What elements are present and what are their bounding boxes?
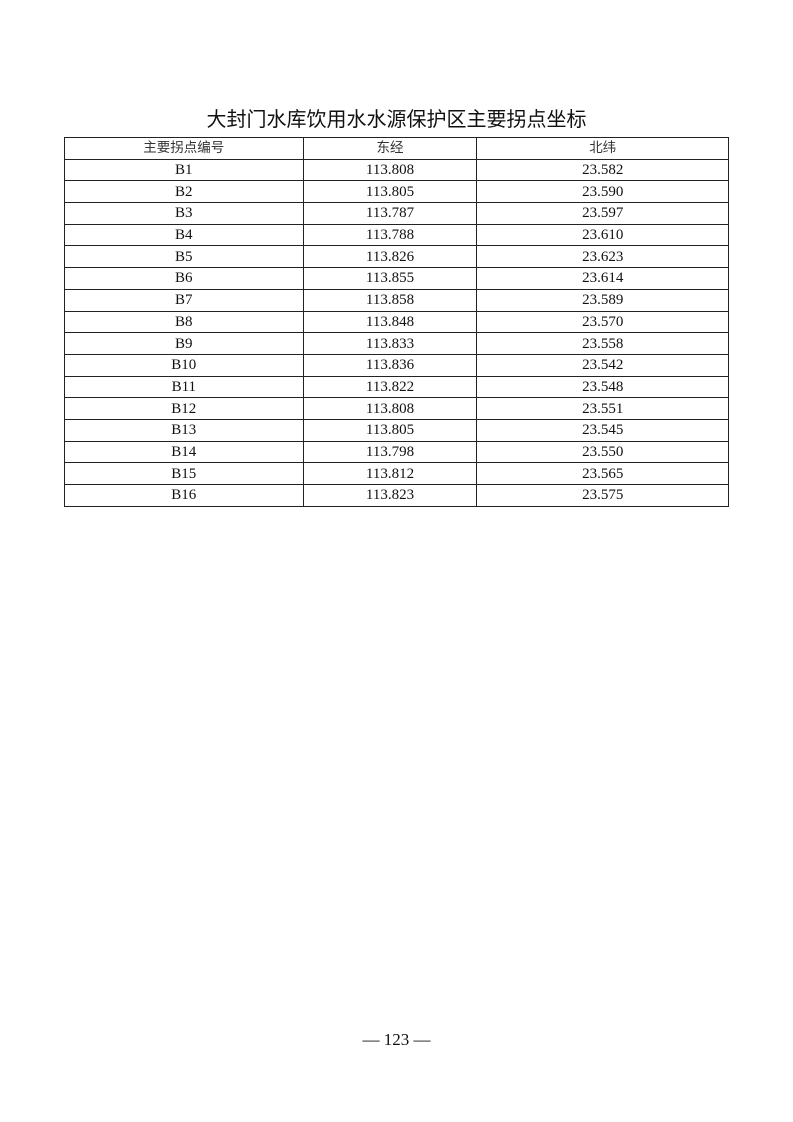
cell-longitude: 113.823 <box>302 484 478 507</box>
table-row: B9 113.833 23.558 <box>64 332 729 355</box>
table-row: B6 113.855 23.614 <box>64 267 729 290</box>
cell-longitude: 113.826 <box>302 245 478 269</box>
cell-longitude: 113.788 <box>302 223 478 247</box>
cell-point-id: B16 <box>64 484 304 507</box>
table-row: B11 113.822 23.548 <box>64 375 729 399</box>
cell-longitude: 113.808 <box>302 397 478 420</box>
cell-longitude: 113.805 <box>302 418 478 442</box>
cell-latitude: 23.570 <box>476 310 729 334</box>
header-longitude: 东经 <box>302 137 478 160</box>
cell-latitude: 23.551 <box>476 397 729 420</box>
cell-point-id: B6 <box>64 267 304 290</box>
table-row: B2 113.805 23.590 <box>64 180 729 204</box>
cell-longitude: 113.822 <box>302 375 478 399</box>
table-row: B14 113.798 23.550 <box>64 440 729 464</box>
cell-longitude: 113.855 <box>302 267 478 290</box>
cell-longitude: 113.836 <box>302 353 478 377</box>
cell-longitude: 113.805 <box>302 180 478 204</box>
cell-point-id: B1 <box>64 158 304 182</box>
cell-latitude: 23.558 <box>476 332 729 355</box>
page-number: — 123 — <box>362 1030 431 1049</box>
cell-point-id: B5 <box>64 245 304 269</box>
cell-point-id: B14 <box>64 440 304 464</box>
cell-latitude: 23.614 <box>476 267 729 290</box>
cell-latitude: 23.589 <box>476 288 729 312</box>
table-row: B7 113.858 23.589 <box>64 288 729 312</box>
cell-point-id: B10 <box>64 353 304 377</box>
header-latitude: 北纬 <box>476 137 729 160</box>
cell-point-id: B7 <box>64 288 304 312</box>
table-row: B10 113.836 23.542 <box>64 353 729 377</box>
cell-longitude: 113.858 <box>302 288 478 312</box>
cell-latitude: 23.597 <box>476 202 729 225</box>
cell-latitude: 23.565 <box>476 462 729 485</box>
table-row: B5 113.826 23.623 <box>64 245 729 269</box>
table-row: B15 113.812 23.565 <box>64 462 729 485</box>
cell-latitude: 23.623 <box>476 245 729 269</box>
table-header-row: 主要拐点编号 东经 北纬 <box>64 137 729 160</box>
coordinates-table: 主要拐点编号 东经 北纬 B1 113.808 23.582 B2 113.805 23.… <box>64 137 729 507</box>
table-row: B3 113.787 23.597 <box>64 202 729 225</box>
cell-latitude: 23.610 <box>476 223 729 247</box>
table-row: B8 113.848 23.570 <box>64 310 729 334</box>
cell-latitude: 23.550 <box>476 440 729 464</box>
cell-point-id: B2 <box>64 180 304 204</box>
cell-point-id: B15 <box>64 462 304 485</box>
cell-longitude: 113.787 <box>302 202 478 225</box>
cell-longitude: 113.808 <box>302 158 478 182</box>
cell-longitude: 113.848 <box>302 310 478 334</box>
table-row: B12 113.808 23.551 <box>64 397 729 420</box>
cell-point-id: B4 <box>64 223 304 247</box>
cell-latitude: 23.548 <box>476 375 729 399</box>
table-row: B1 113.808 23.582 <box>64 158 729 182</box>
cell-point-id: B9 <box>64 332 304 355</box>
header-point-id: 主要拐点编号 <box>64 137 304 160</box>
cell-point-id: B12 <box>64 397 304 420</box>
table-row: B16 113.823 23.575 <box>64 484 729 507</box>
cell-latitude: 23.575 <box>476 484 729 507</box>
cell-longitude: 113.798 <box>302 440 478 464</box>
cell-point-id: B3 <box>64 202 304 225</box>
cell-latitude: 23.542 <box>476 353 729 377</box>
table-row: B13 113.805 23.545 <box>64 418 729 442</box>
cell-point-id: B11 <box>64 375 304 399</box>
cell-longitude: 113.812 <box>302 462 478 485</box>
cell-latitude: 23.582 <box>476 158 729 182</box>
table-row: B4 113.788 23.610 <box>64 223 729 247</box>
cell-point-id: B8 <box>64 310 304 334</box>
cell-latitude: 23.590 <box>476 180 729 204</box>
cell-latitude: 23.545 <box>476 418 729 442</box>
table-title: 大封门水库饮用水水源保护区主要拐点坐标 <box>206 107 587 131</box>
cell-longitude: 113.833 <box>302 332 478 355</box>
cell-point-id: B13 <box>64 418 304 442</box>
